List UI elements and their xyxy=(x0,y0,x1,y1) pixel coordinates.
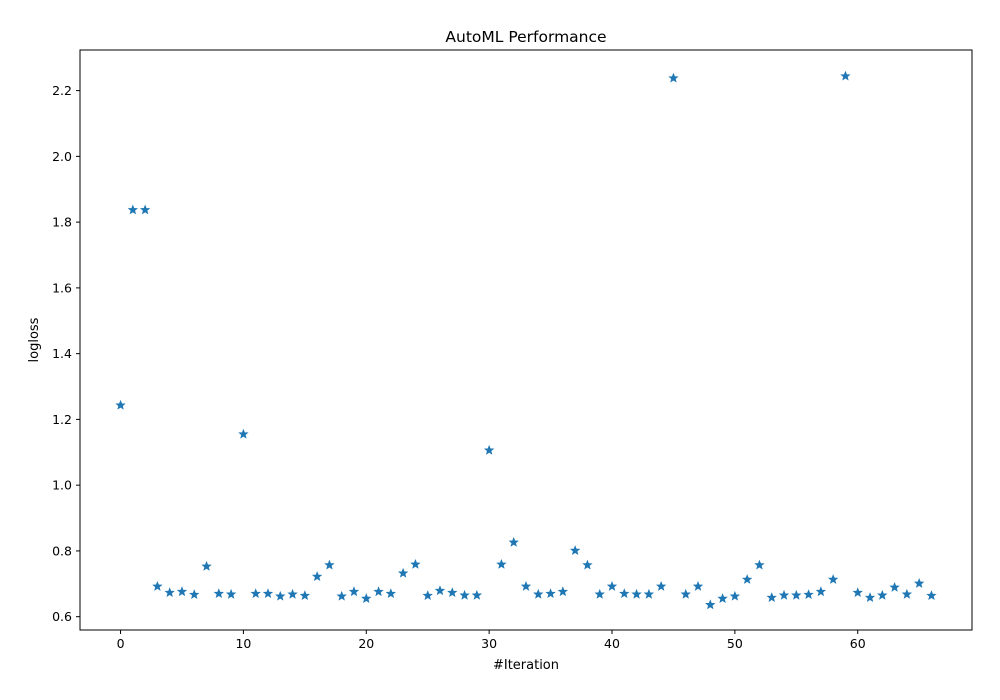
data-point xyxy=(619,588,630,599)
data-point xyxy=(569,545,581,555)
data-point xyxy=(410,558,421,569)
data-point xyxy=(127,204,138,215)
data-point xyxy=(201,560,212,571)
data-point xyxy=(385,588,396,599)
data-point xyxy=(766,592,777,602)
data-point xyxy=(275,590,286,601)
y-tick-label: 1.0 xyxy=(52,478,72,493)
data-point xyxy=(483,444,495,455)
data-point xyxy=(815,586,827,597)
data-point xyxy=(877,589,888,600)
data-point xyxy=(533,588,544,599)
plot-area: 0 10 20 30 40 50 60 0.6 0.8 1.0 1.2 1.4 1.6 1.8 2.0 2.2 xyxy=(52,49,973,651)
data-point xyxy=(139,204,151,215)
data-point xyxy=(213,588,224,599)
y-tick-label: 0.8 xyxy=(52,543,72,558)
y-tick-label: 1.6 xyxy=(52,280,72,295)
data-point xyxy=(643,588,655,599)
data-point xyxy=(238,428,249,439)
data-point xyxy=(828,574,839,584)
data-point xyxy=(164,587,175,598)
data-point xyxy=(656,581,667,591)
data-point xyxy=(348,586,360,597)
data-point xyxy=(459,589,470,600)
data-point xyxy=(692,581,704,591)
data-point xyxy=(889,582,900,592)
data-point xyxy=(447,587,458,598)
data-point xyxy=(852,587,863,598)
data-point xyxy=(926,590,937,601)
chart-title: AutoML Performance xyxy=(445,28,606,46)
data-point xyxy=(299,590,310,601)
data-point xyxy=(914,578,925,588)
axes-frame xyxy=(79,49,973,631)
data-point xyxy=(115,399,126,410)
data-point xyxy=(397,567,409,578)
data-point xyxy=(152,581,163,591)
data-point xyxy=(901,588,913,599)
y-tick-label: 1.4 xyxy=(52,346,72,361)
data-point xyxy=(508,536,519,547)
data-point xyxy=(545,588,556,599)
data-point xyxy=(705,599,716,610)
data-point xyxy=(373,586,384,597)
y-tick-label: 0.6 xyxy=(52,609,72,624)
data-point xyxy=(471,589,483,600)
data-point xyxy=(754,559,765,570)
data-point xyxy=(434,585,446,596)
x-tick-label: 60 xyxy=(850,636,866,651)
data-point xyxy=(606,581,618,591)
x-tick-label: 30 xyxy=(481,636,497,651)
data-point xyxy=(778,589,790,600)
data-point xyxy=(840,70,851,81)
data-point xyxy=(496,558,507,569)
y-tick-label: 2.0 xyxy=(52,149,72,164)
data-point xyxy=(594,588,605,599)
data-point xyxy=(680,588,691,599)
data-point xyxy=(791,589,802,600)
data-point xyxy=(631,588,642,599)
data-point xyxy=(176,586,188,597)
x-tick-label: 20 xyxy=(358,636,374,651)
data-point xyxy=(668,72,679,83)
data-point xyxy=(864,592,876,602)
y-tick-label: 2.2 xyxy=(52,83,72,98)
data-point xyxy=(250,588,261,599)
data-point xyxy=(729,590,741,601)
x-axis-label: #Iteration xyxy=(493,658,559,673)
data-point xyxy=(262,588,274,599)
data-point xyxy=(336,590,347,601)
data-point xyxy=(717,593,728,603)
data-point xyxy=(557,586,569,597)
x-tick-label: 50 xyxy=(727,636,743,651)
data-point xyxy=(311,571,323,581)
data-point xyxy=(324,559,335,570)
data-point xyxy=(520,581,532,591)
data-point xyxy=(361,593,372,603)
x-tick-label: 0 xyxy=(117,636,125,651)
y-axis-label: logloss xyxy=(27,317,42,362)
y-tick-label: 1.8 xyxy=(52,215,72,230)
y-tick-label: 1.2 xyxy=(52,412,72,427)
x-tick-label: 10 xyxy=(235,636,251,651)
data-point xyxy=(225,588,237,599)
data-point xyxy=(742,574,753,584)
data-point xyxy=(287,588,298,599)
data-point xyxy=(422,590,433,601)
data-point xyxy=(803,589,814,600)
x-tick-label: 40 xyxy=(604,636,620,651)
data-point xyxy=(189,589,200,600)
data-point xyxy=(582,559,593,570)
